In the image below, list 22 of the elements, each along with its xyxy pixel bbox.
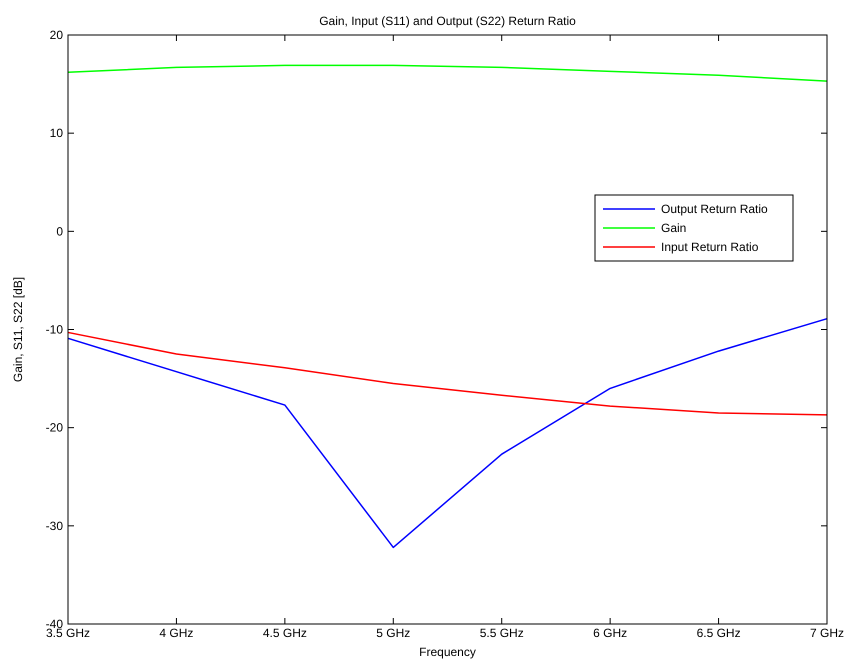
y-tick-label: -30 (46, 518, 64, 533)
y-tick-label: 20 (50, 28, 64, 42)
y-tick-label: -20 (46, 420, 64, 435)
chart-title: Gain, Input (S11) and Output (S22) Return Ratio (319, 14, 576, 28)
line-series (67, 332, 828, 416)
x-tick-label: 5 GHz (376, 626, 410, 640)
x-tick-label: 5.5 GHz (480, 626, 524, 640)
line-series (67, 318, 828, 548)
legend-label: Output Return Ratio (661, 202, 768, 216)
y-tick-label: 0 (56, 224, 64, 238)
x-tick-label: 4 GHz (159, 626, 194, 640)
y-tick-label: -10 (46, 322, 64, 336)
x-axis-title: Frequency (419, 645, 476, 659)
x-tick-label: 7 GHz (810, 626, 844, 640)
y-tick-label: 10 (50, 126, 64, 140)
x-tick-label: 6.5 GHz (696, 626, 741, 640)
y-axis-title: Gain, S11, S22 [dB] (11, 276, 25, 382)
legend-label: Gain (661, 221, 686, 235)
x-tick-label: 4.5 GHz (262, 626, 307, 640)
line-series (67, 64, 828, 82)
legend-label: Input Return Ratio (661, 240, 759, 254)
x-tick-label: 6 GHz (593, 626, 628, 640)
